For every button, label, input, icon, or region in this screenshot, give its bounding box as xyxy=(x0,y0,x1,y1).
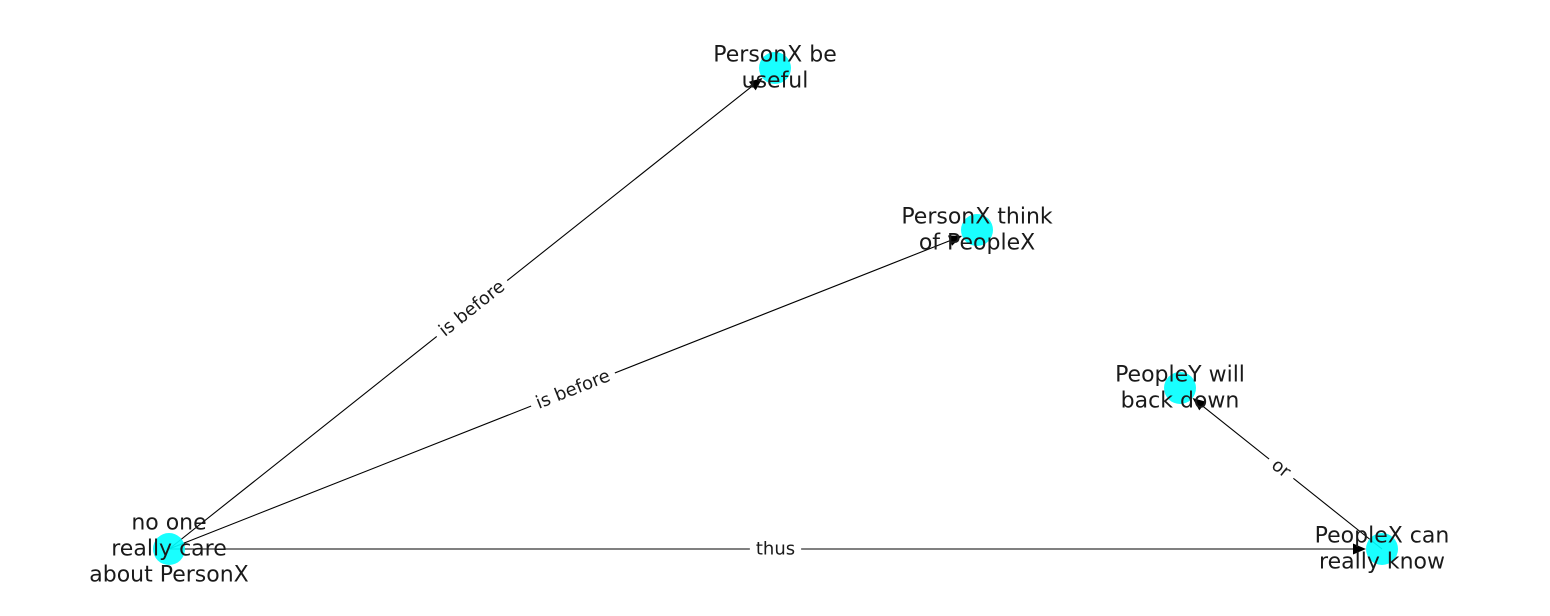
node-labels-layer: no one really care about PersonX PersonX be… xyxy=(89,43,1449,588)
edge-label-background xyxy=(526,362,620,417)
edges-layer xyxy=(168,77,1383,555)
node-n1 xyxy=(759,52,791,84)
node-label: PersonX be useful xyxy=(713,43,837,94)
edge-label-background xyxy=(1261,450,1301,488)
edge-label: is before xyxy=(533,365,613,413)
node-n4 xyxy=(1366,533,1398,565)
node-label-line: PersonX be xyxy=(713,43,837,68)
nodes-layer xyxy=(153,52,1398,565)
node-label: no one really care about PersonX xyxy=(89,511,248,588)
edge-label: thus xyxy=(756,539,795,560)
edge-labels-layer: is before is before thus or xyxy=(429,271,1301,561)
arrow-head-icon xyxy=(748,77,763,91)
edge-label-group: is before xyxy=(429,271,515,346)
node-label-line: back down xyxy=(1121,389,1240,414)
edge-label: is before xyxy=(435,276,509,341)
edge-label-background xyxy=(749,537,802,561)
arrow-head-icon xyxy=(1192,397,1207,411)
arrow-head-icon xyxy=(948,235,963,246)
node-n2 xyxy=(961,214,993,246)
node-n3 xyxy=(1164,372,1196,404)
node-label-line: about PersonX xyxy=(89,563,248,588)
edge-label-group: is before xyxy=(526,362,620,417)
edge-label-group: or xyxy=(1261,450,1301,488)
node-n0 xyxy=(153,533,185,565)
node-label: PeopleX can really know xyxy=(1315,524,1450,575)
node-label-line: PeopleY will xyxy=(1115,363,1245,388)
node-label-line: no one xyxy=(131,511,206,536)
node-label-line: really care xyxy=(111,537,227,562)
node-label-line: really know xyxy=(1319,550,1445,575)
node-label-line: PersonX think xyxy=(901,205,1053,230)
node-label-line: PeopleX can xyxy=(1315,524,1450,549)
edge-label-background xyxy=(429,271,515,346)
node-label: PersonX think of PeopleX xyxy=(901,205,1053,256)
node-label-line: of PeopleX xyxy=(919,231,1035,256)
arrow-head-icon xyxy=(1353,543,1366,555)
node-label-line: useful xyxy=(742,69,809,94)
edge-label-group: thus xyxy=(749,537,802,561)
node-label: PeopleY will back down xyxy=(1115,363,1245,414)
